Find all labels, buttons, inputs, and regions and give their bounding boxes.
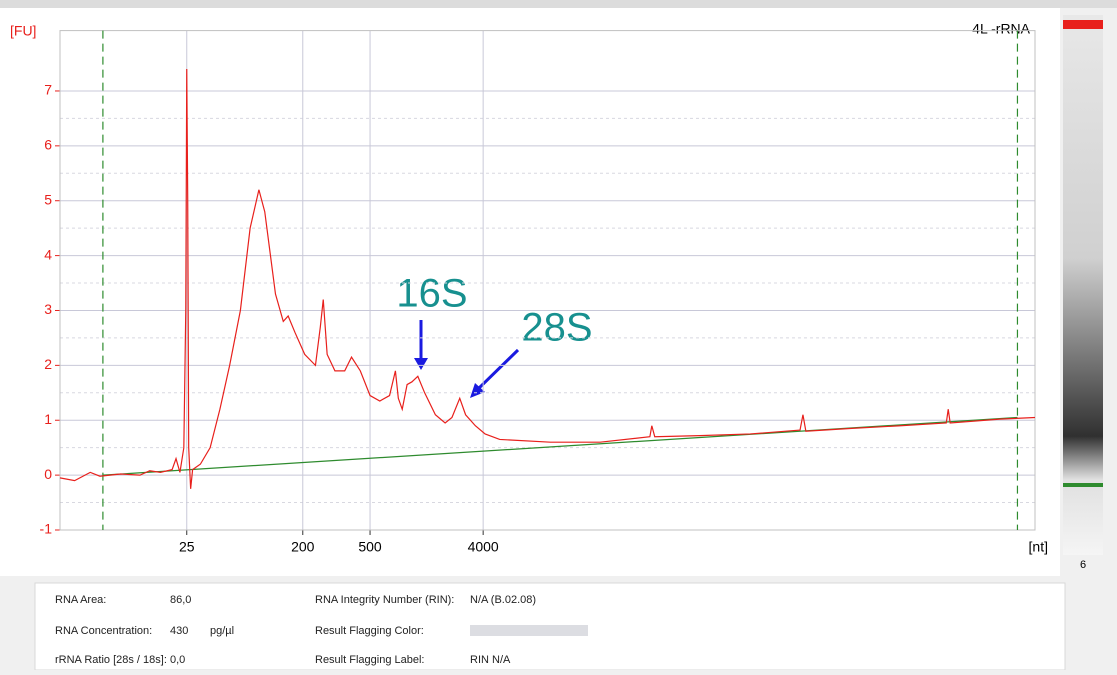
table-cell: RNA Integrity Number (RIN): — [315, 594, 454, 606]
results-table: RNA Area: 86,0 RNA Integrity Number (RIN):… — [34, 582, 1066, 671]
plot-panel — [0, 8, 1060, 576]
table-cell: 430 — [170, 625, 188, 637]
table-cell: pg/µl — [210, 625, 234, 637]
arrow-head — [470, 383, 485, 398]
y-tick-label: 4 — [44, 246, 52, 262]
table-cell: RNA Concentration: — [55, 625, 152, 637]
gel-band — [1063, 483, 1103, 487]
y-tick-label: 1 — [44, 411, 52, 427]
y-tick-label: 5 — [44, 191, 52, 207]
gel-lane — [1063, 15, 1103, 555]
x-tick-label: 25 — [179, 539, 195, 555]
table-cell: 86,0 — [170, 594, 191, 606]
y-tick-label: -1 — [40, 521, 53, 537]
y-tick-label: 6 — [44, 137, 52, 153]
annotation: 16S — [396, 272, 467, 316]
y-tick-label: 7 — [44, 82, 52, 98]
annotation: 28S — [521, 306, 592, 350]
arrow — [475, 348, 520, 392]
table-cell: 0,0 — [170, 654, 185, 666]
arrow-head — [414, 358, 428, 370]
y-tick-label: 3 — [44, 301, 52, 317]
y-tick-label: 0 — [44, 466, 52, 482]
table-cell: Result Flagging Label: — [315, 654, 424, 666]
x-axis-label: [nt] — [1029, 539, 1048, 555]
table-cell: RIN N/A — [470, 654, 511, 666]
gel-band — [1063, 20, 1103, 29]
x-tick-label: 200 — [291, 539, 315, 555]
x-tick-label: 4000 — [468, 539, 499, 555]
plot-frame — [59, 30, 1036, 531]
y-tick-label: 2 — [44, 356, 52, 372]
y-axis-label: [FU] — [10, 23, 36, 39]
table-cell: Result Flagging Color: — [315, 625, 424, 637]
table-cell: RNA Area: — [55, 594, 106, 606]
chart-title: 4L -rRNA — [972, 21, 1030, 37]
table-cell: rRNA Ratio [28s / 18s]: — [55, 654, 167, 666]
toolbar — [0, 0, 1117, 8]
data-line — [59, 69, 1036, 489]
flag-color-swatch — [470, 625, 588, 636]
table-cell: N/A (B.02.08) — [470, 594, 536, 606]
x-tick-label: 500 — [358, 539, 382, 555]
lane-label: 6 — [1080, 559, 1086, 571]
